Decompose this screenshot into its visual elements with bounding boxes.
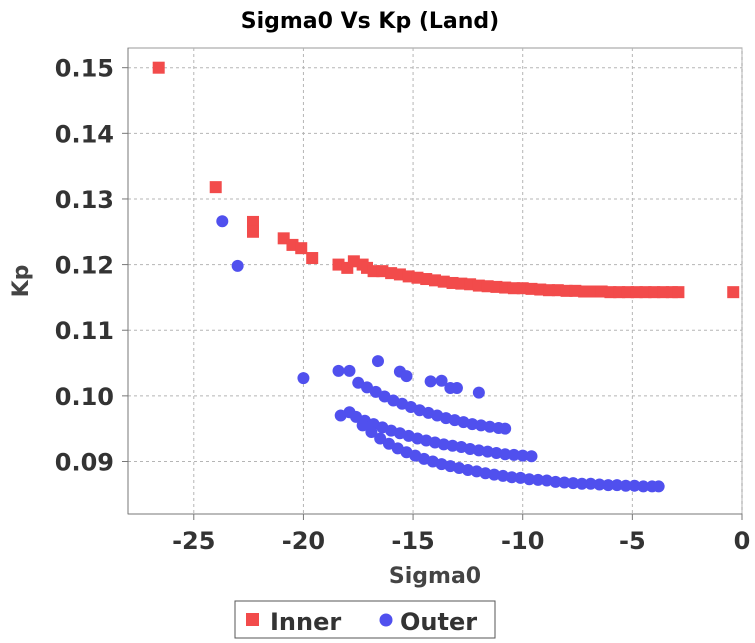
inner-point xyxy=(209,181,222,194)
y-tick-label: 0.12 xyxy=(55,252,114,280)
outer-point xyxy=(356,419,369,432)
inner-point xyxy=(152,61,165,74)
outer-point xyxy=(532,473,545,486)
inner-point xyxy=(295,242,308,255)
outer-point xyxy=(400,370,413,383)
y-axis-label: Kp xyxy=(9,265,34,298)
outer-point xyxy=(619,479,632,492)
legend-box xyxy=(234,600,496,639)
outer-point xyxy=(488,468,501,481)
inner-point xyxy=(672,286,685,299)
outer-point xyxy=(490,446,503,459)
outer-point xyxy=(297,372,310,385)
outer-point xyxy=(435,374,448,387)
legend-outer-circle-icon xyxy=(379,613,393,627)
axes xyxy=(122,48,743,520)
y-tick-labels: 0.15 0.14 0.13 0.12 0.11 0.10 0.09 xyxy=(55,55,114,477)
outer-point xyxy=(575,477,588,490)
outer-point xyxy=(652,480,665,493)
outer-point xyxy=(461,464,474,477)
outer-point xyxy=(479,467,492,480)
x-tick-label: -15 xyxy=(391,527,434,555)
outer-point xyxy=(365,425,378,438)
outer-point xyxy=(611,479,624,492)
y-tick-label: 0.13 xyxy=(55,186,114,214)
outer-point xyxy=(424,375,437,388)
outer-point xyxy=(496,469,509,482)
outer-point xyxy=(475,419,488,432)
outer-point xyxy=(464,443,477,456)
outer-point xyxy=(450,381,463,394)
outer-point xyxy=(514,471,527,484)
outer-point xyxy=(332,364,345,377)
y-tick-label: 0.09 xyxy=(55,448,114,476)
x-axis-label: Sigma0 xyxy=(389,564,481,589)
outer-point xyxy=(216,215,229,228)
legend-inner-label: Inner xyxy=(270,608,341,636)
outer-point xyxy=(637,480,650,493)
legend-outer-label: Outer xyxy=(400,608,477,636)
legend: Inner Outer xyxy=(234,600,496,639)
outer-point xyxy=(540,474,553,487)
x-tick-label: -5 xyxy=(619,527,646,555)
x-tick-labels: -25 -20 -15 -10 -5 0 xyxy=(172,527,750,555)
chart-title: Sigma0 Vs Kp (Land) xyxy=(241,9,500,34)
y-tick-label: 0.14 xyxy=(55,120,114,148)
outer-point xyxy=(558,476,571,489)
outer-point xyxy=(472,444,485,457)
outer-point xyxy=(523,473,536,486)
outer-point xyxy=(602,479,615,492)
outer-point xyxy=(231,259,244,272)
series-inner xyxy=(152,61,740,299)
outer-point xyxy=(507,448,520,461)
x-tick-label: -25 xyxy=(172,527,215,555)
grid-lines xyxy=(128,48,743,514)
y-tick-label: 0.15 xyxy=(55,55,114,83)
inner-point xyxy=(727,286,740,299)
x-tick-label: 0 xyxy=(734,527,751,555)
outer-point xyxy=(374,432,387,445)
x-tick-label: -10 xyxy=(501,527,544,555)
inner-point xyxy=(246,225,259,238)
outer-point xyxy=(466,418,479,431)
outer-point xyxy=(481,445,494,458)
outer-point xyxy=(628,479,641,492)
outer-point xyxy=(593,478,606,491)
outer-point xyxy=(499,422,512,435)
legend-inner-square-icon xyxy=(246,613,259,626)
outer-point xyxy=(516,449,529,462)
outer-point xyxy=(437,438,450,451)
y-tick-label: 0.11 xyxy=(55,317,114,345)
outer-point xyxy=(483,420,496,433)
outer-point xyxy=(505,471,518,484)
outer-point xyxy=(499,448,512,461)
inner-point xyxy=(246,215,259,228)
outer-point xyxy=(525,450,538,463)
inner-point xyxy=(306,252,319,265)
series-outer xyxy=(216,215,665,493)
outer-point xyxy=(343,364,356,377)
outer-point xyxy=(472,386,485,399)
x-tick-label: -20 xyxy=(282,527,325,555)
outer-point xyxy=(446,439,459,452)
outer-point xyxy=(567,477,580,490)
outer-point xyxy=(584,477,597,490)
outer-point xyxy=(371,355,384,368)
outer-point xyxy=(549,475,562,488)
y-tick-label: 0.10 xyxy=(55,383,114,411)
